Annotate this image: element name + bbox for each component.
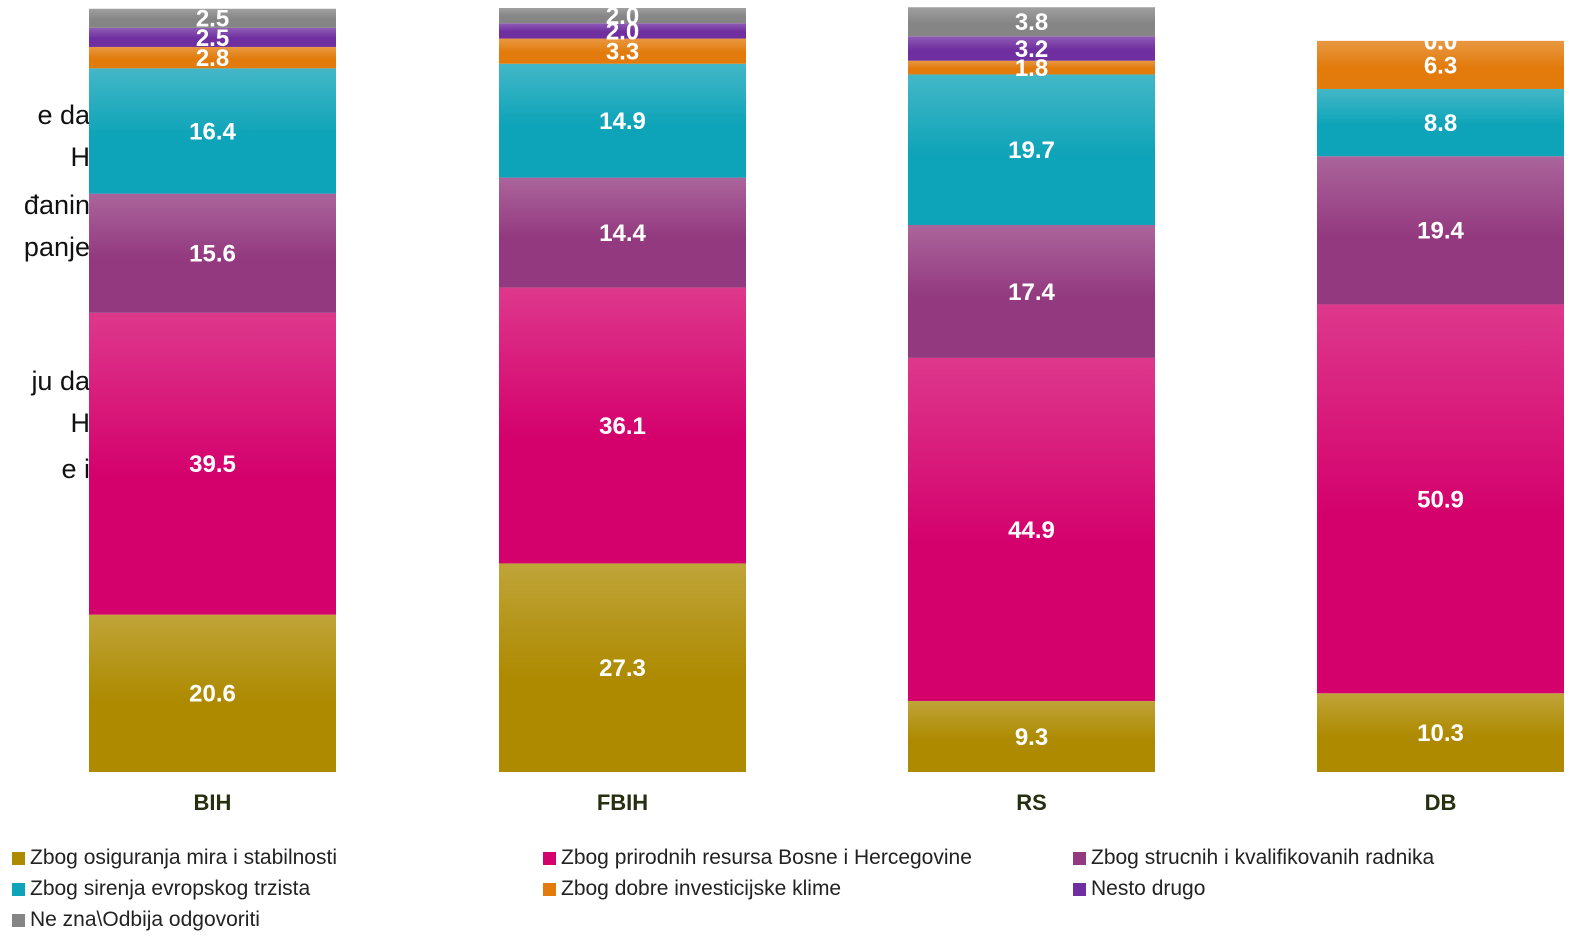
bar-segment bbox=[89, 46, 336, 69]
legend-swatch bbox=[543, 851, 556, 865]
legend-swatch bbox=[12, 851, 25, 865]
background-text-line: ju da bbox=[31, 366, 90, 396]
bar-segment bbox=[908, 224, 1155, 358]
bar-segment bbox=[908, 357, 1155, 701]
data-label: 27.3 bbox=[599, 655, 646, 682]
data-label: 19.7 bbox=[1008, 137, 1055, 164]
bar-segment bbox=[908, 700, 1155, 772]
background-text-line: e da bbox=[37, 100, 90, 130]
data-label: 50.9 bbox=[1417, 486, 1464, 513]
data-label: 17.4 bbox=[1008, 279, 1055, 306]
bar-segment bbox=[89, 193, 336, 313]
legend-item: Zbog prirodnih resursa Bosne i Hercegovi… bbox=[543, 846, 972, 870]
bar-segment bbox=[908, 74, 1155, 225]
data-label: 15.6 bbox=[189, 241, 236, 268]
legend-item: Zbog sirenja evropskog trzista bbox=[12, 877, 310, 901]
data-label: 20.6 bbox=[189, 681, 236, 708]
bar-segment bbox=[1317, 156, 1564, 305]
bar-segment bbox=[89, 312, 336, 615]
bar-segment bbox=[499, 8, 746, 24]
legend-swatch bbox=[543, 882, 556, 896]
legend-swatch bbox=[1073, 851, 1086, 865]
bar-segment bbox=[499, 38, 746, 64]
data-label: 39.5 bbox=[189, 451, 236, 478]
legend-label: Zbog dobre investicijske klime bbox=[561, 877, 842, 900]
bar-segment bbox=[89, 27, 336, 47]
legend-swatch bbox=[12, 913, 25, 927]
data-label: 2.5 bbox=[196, 25, 229, 52]
data-label: 1.8 bbox=[1015, 55, 1048, 82]
legend-item: Ne zna\Odbija odgovoriti bbox=[12, 908, 260, 932]
data-label: 19.4 bbox=[1417, 218, 1464, 245]
background-text-line: panje bbox=[23, 232, 90, 262]
bar-segment bbox=[908, 7, 1155, 37]
data-label: 0.0 bbox=[1424, 28, 1457, 55]
legend-label: Zbog strucnih i kvalifikovanih radnika bbox=[1091, 846, 1435, 869]
legend-label: Ne zna\Odbija odgovoriti bbox=[30, 908, 260, 931]
data-label: 2.8 bbox=[196, 45, 229, 72]
bar-segment bbox=[1317, 88, 1564, 157]
data-label: 0.0 bbox=[1424, 28, 1457, 55]
data-label: 3.2 bbox=[1015, 36, 1048, 63]
legend-item: Zbog strucnih i kvalifikovanih radnika bbox=[1073, 846, 1434, 870]
bar-segment bbox=[1317, 40, 1564, 89]
category-label: RS bbox=[1016, 790, 1047, 815]
data-label: 36.1 bbox=[599, 413, 646, 440]
background-text-line: đanin bbox=[23, 190, 90, 220]
background-text-line: H bbox=[70, 142, 91, 172]
legend-label: Zbog prirodnih resursa Bosne i Hercegovi… bbox=[561, 846, 972, 869]
data-label: 3.8 bbox=[1015, 9, 1048, 36]
stacked-bar-chart: BIH FBIH RS DB20.639.515.616.42.82.52.527.3… bbox=[89, 3, 1564, 815]
data-label: 14.4 bbox=[599, 220, 646, 247]
bar-segment bbox=[1317, 693, 1564, 772]
legend-label: Zbog osiguranja mira i stabilnosti bbox=[30, 846, 337, 869]
data-label: 44.9 bbox=[1008, 517, 1055, 544]
chart-legend: Zbog osiguranja mira i stabilnosti Zbog p… bbox=[0, 840, 1588, 940]
legend-swatch bbox=[12, 882, 25, 896]
bar-segment bbox=[499, 63, 746, 178]
bar-segment bbox=[908, 36, 1155, 61]
legend-item: Zbog dobre investicijske klime bbox=[543, 877, 841, 901]
bar-segment bbox=[1317, 304, 1564, 694]
bar-segment bbox=[499, 23, 746, 39]
bar-segment bbox=[499, 563, 746, 772]
data-label: 2.5 bbox=[196, 6, 229, 33]
data-label: 10.3 bbox=[1417, 720, 1464, 747]
background-text-line: e i bbox=[61, 454, 90, 484]
data-label: 3.3 bbox=[606, 39, 639, 66]
legend-label: Nesto drugo bbox=[1091, 877, 1206, 900]
data-label: 2.0 bbox=[606, 3, 639, 30]
bar-segment bbox=[908, 60, 1155, 75]
data-label: 2.0 bbox=[606, 18, 639, 45]
data-label: 14.9 bbox=[599, 108, 646, 135]
bar-segment bbox=[499, 287, 746, 564]
category-label: BIH bbox=[194, 790, 232, 815]
bar-segment bbox=[89, 8, 336, 28]
data-label: 8.8 bbox=[1424, 110, 1457, 137]
legend-item: Nesto drugo bbox=[1073, 877, 1205, 901]
bar-segment bbox=[89, 614, 336, 772]
category-label: FBIH bbox=[597, 790, 648, 815]
data-label: 16.4 bbox=[189, 118, 236, 145]
bar-segment bbox=[499, 177, 746, 288]
data-label: 6.3 bbox=[1424, 52, 1457, 79]
background-text-line: H bbox=[70, 408, 91, 438]
category-label: DB bbox=[1425, 790, 1457, 815]
data-label: 9.3 bbox=[1015, 724, 1048, 751]
legend-item: Zbog osiguranja mira i stabilnosti bbox=[12, 846, 337, 870]
legend-label: Zbog sirenja evropskog trzista bbox=[30, 877, 311, 900]
bar-segment bbox=[89, 68, 336, 194]
legend-swatch bbox=[1073, 882, 1086, 896]
